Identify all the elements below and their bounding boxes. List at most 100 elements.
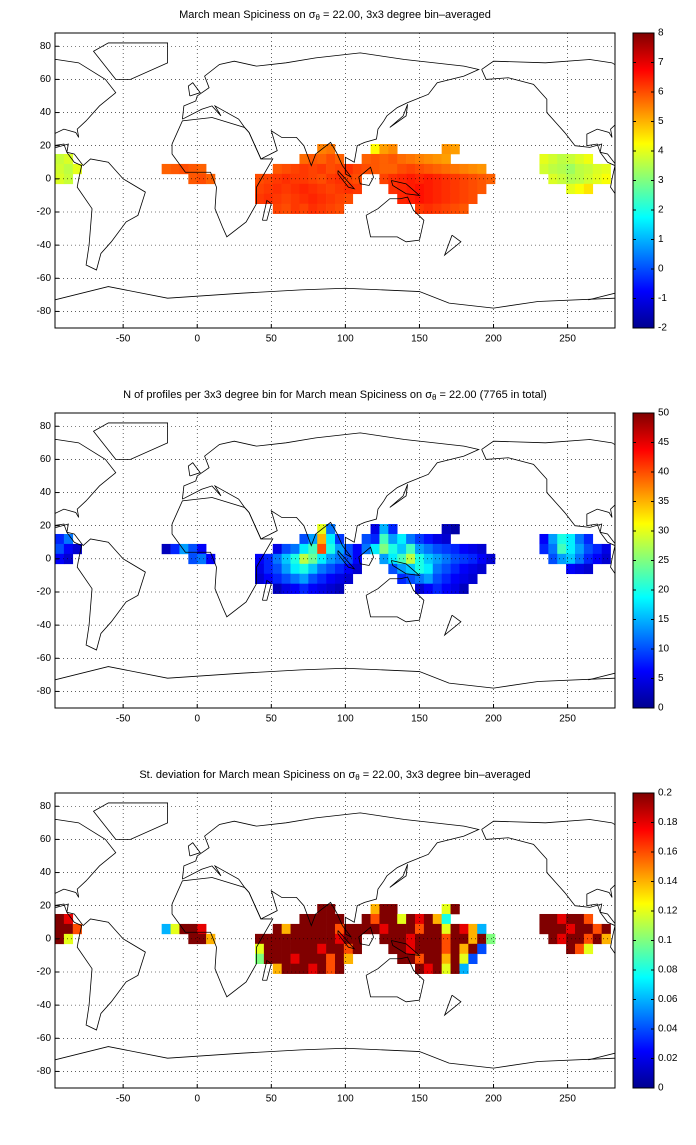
bin-cell — [263, 563, 274, 575]
bin-cell — [406, 163, 416, 175]
x-tick-label: 200 — [485, 714, 502, 725]
bin-cell — [575, 533, 585, 545]
bin-cell — [299, 543, 309, 555]
bin-cell — [450, 543, 460, 555]
bin-cell — [459, 933, 469, 945]
bin-cell — [432, 173, 442, 185]
bin-cell — [583, 913, 594, 925]
coastline — [390, 180, 421, 196]
bin-cell — [281, 203, 291, 214]
bin-cell — [206, 173, 216, 185]
bin-cell — [379, 913, 389, 925]
title-part: θ — [355, 773, 360, 782]
bin-cell — [459, 553, 469, 565]
bin-cell — [592, 923, 602, 935]
y-tick-label: 80 — [40, 41, 52, 52]
colorbar-tick-label: 35 — [658, 496, 670, 507]
bin-cell — [335, 563, 345, 575]
bin-cell — [566, 923, 576, 935]
axes-frame — [54, 32, 616, 329]
bin-cell — [317, 553, 327, 565]
panel-title: March mean Spiciness on σθ = 22.00, 3x3 … — [179, 9, 491, 22]
bin-cell — [468, 193, 478, 205]
bin-cell — [397, 193, 407, 205]
coastline — [171, 117, 274, 238]
bin-cell — [263, 953, 274, 965]
bin-cell — [548, 153, 558, 165]
colorbar-tick-label: 0.12 — [658, 906, 678, 917]
panel-title: St. deviation for March mean Spiciness o… — [139, 769, 530, 782]
x-tick-label: 0 — [194, 1094, 200, 1105]
bin-cell — [281, 933, 291, 945]
coastline — [390, 560, 421, 576]
bin-cell — [206, 553, 216, 565]
bin-cell — [601, 553, 611, 565]
bin-cell — [423, 183, 434, 195]
bin-cell — [206, 933, 216, 945]
bin-cell — [343, 553, 354, 565]
bin-cell — [575, 943, 585, 955]
colorbar-tick-label: 10 — [658, 644, 670, 655]
bin-cell — [450, 203, 460, 214]
bin-cell — [397, 573, 407, 585]
bin-cell — [370, 923, 380, 935]
bin-cell — [272, 173, 282, 185]
y-tick-label: -80 — [37, 1066, 52, 1077]
bin-cell — [335, 573, 345, 585]
bin-cell — [388, 933, 398, 945]
colorbar-tick-label: 3 — [658, 175, 664, 186]
bin-cell — [557, 173, 567, 185]
bin-cell — [308, 183, 318, 195]
bin-cell — [335, 183, 345, 195]
bin-cell — [63, 173, 74, 185]
coastline — [55, 439, 146, 651]
bin-cell — [583, 933, 594, 945]
coastline — [92, 802, 168, 840]
y-tick-label: -60 — [37, 1033, 52, 1044]
bin-cell — [281, 173, 291, 185]
bin-cell — [317, 573, 327, 585]
bin-cell — [272, 563, 282, 575]
bin-cell — [317, 943, 327, 955]
bin-cell — [379, 173, 389, 185]
bin-cell — [317, 933, 327, 945]
bin-cell — [406, 563, 416, 575]
bin-cell — [188, 933, 198, 945]
bin-cell — [343, 923, 354, 935]
map-panel: St. deviation for March mean Spiciness o… — [37, 769, 678, 1105]
bin-cell — [592, 173, 602, 185]
coastline — [55, 59, 146, 271]
bin-cell — [63, 553, 74, 565]
bin-cell — [601, 543, 611, 555]
bin-cell — [361, 543, 371, 555]
bin-cell — [423, 573, 434, 585]
bin-cell — [281, 193, 291, 205]
coastline — [262, 579, 272, 601]
bin-cell — [601, 163, 611, 175]
bin-cell — [326, 963, 336, 974]
y-tick-label: 20 — [40, 900, 52, 911]
coastline — [55, 286, 615, 309]
bin-cell — [397, 173, 407, 185]
bin-cell — [450, 573, 460, 585]
bin-cell — [361, 533, 371, 545]
bin-cell — [468, 543, 478, 555]
bin-cell — [423, 913, 434, 925]
bin-cell — [370, 913, 380, 925]
x-tick-label: 150 — [411, 714, 428, 725]
y-tick-label: -40 — [37, 240, 52, 251]
bin-cell — [441, 923, 451, 935]
axes-frame — [54, 412, 616, 709]
bin-cell — [388, 183, 398, 195]
colorbar — [632, 412, 655, 709]
bin-cell — [272, 163, 282, 175]
bin-cell — [255, 563, 265, 575]
bin-cell — [263, 173, 274, 185]
bin-cell — [388, 153, 398, 165]
y-tick-label: -60 — [37, 653, 52, 664]
bin-cell — [317, 953, 327, 965]
bin-cell — [299, 943, 309, 955]
bin-cell — [63, 163, 74, 175]
bin-cell — [272, 553, 282, 565]
bin-cell — [432, 933, 442, 945]
